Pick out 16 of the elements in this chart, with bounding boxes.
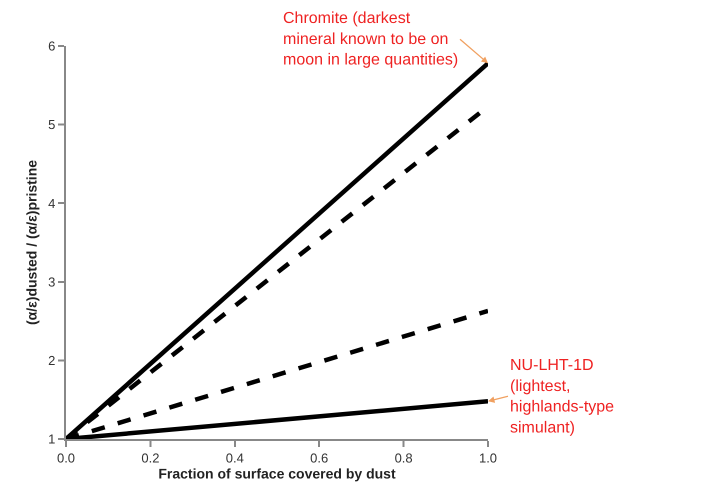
y-tick-label: 6 — [48, 38, 56, 54]
x-tick-label: 0.2 — [141, 450, 160, 466]
y-tick-label: 2 — [48, 352, 56, 368]
y-tick-label: 3 — [48, 274, 56, 290]
x-tick-label: 1.0 — [478, 450, 498, 466]
x-axis-title: Fraction of surface covered by dust — [158, 466, 396, 482]
x-tick-label: 0.6 — [310, 450, 328, 466]
y-tick-label: 5 — [48, 117, 56, 132]
x-tick-label: 0.8 — [394, 450, 413, 466]
x-tick-label: 0.0 — [56, 450, 76, 466]
y-tick-label: 1 — [48, 432, 56, 447]
y-tick-label: 4 — [48, 196, 56, 211]
annotation: NU-LHT-1D (lightest, highlands-type simulant) — [510, 357, 614, 436]
x-tick-label: 0.4 — [226, 450, 244, 466]
y-axis-title: (α/ε)dusted / (α/ε)pristine — [23, 160, 40, 326]
annotation: Chromite (darkest mineral known to be on moon in large quantities) — [283, 10, 458, 69]
